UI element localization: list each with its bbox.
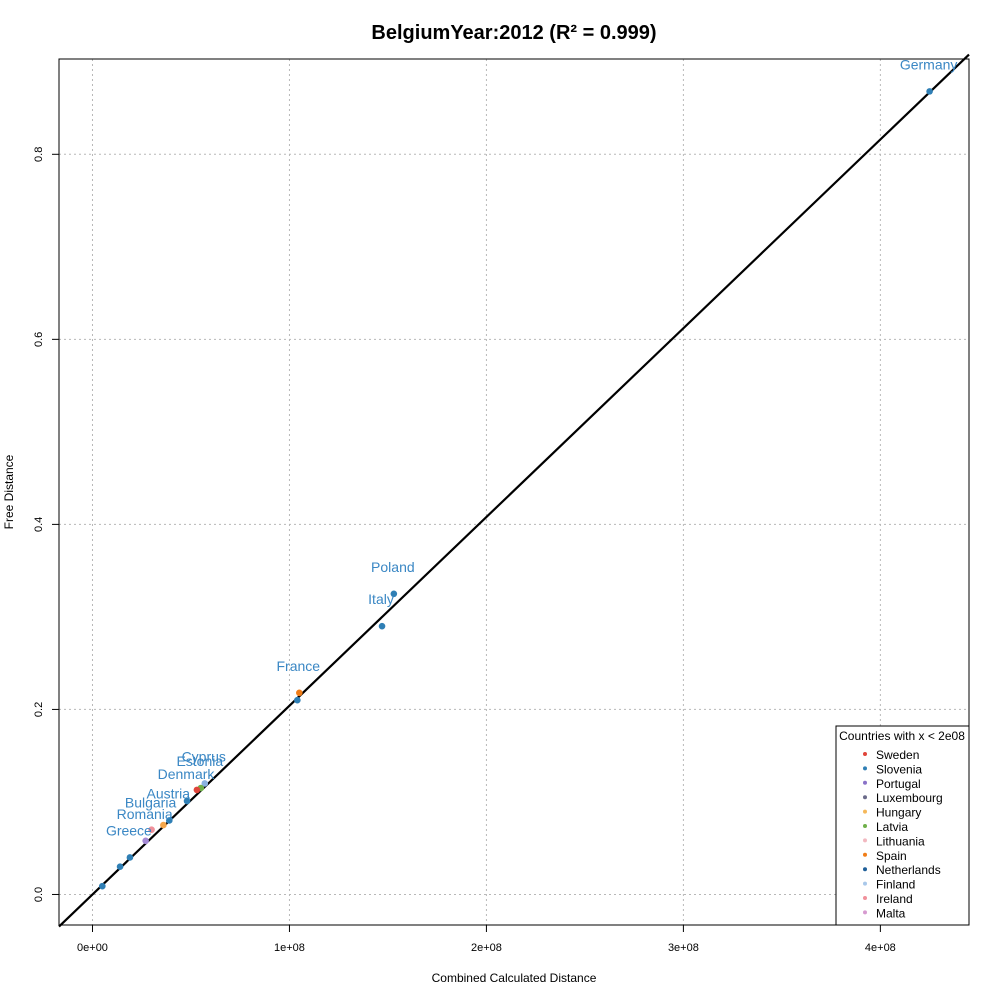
legend-marker <box>863 852 867 857</box>
point-label: Greece <box>106 822 152 838</box>
point-label: Austria <box>147 785 191 801</box>
point-label: Italy <box>368 591 394 607</box>
plot-frame <box>58 58 970 926</box>
data-point <box>926 88 933 95</box>
fit-line-layer <box>58 53 970 928</box>
chart-title: BelgiumYear:2012 (R² = 0.999) <box>371 22 656 44</box>
data-point <box>193 786 201 794</box>
data-point <box>201 780 209 787</box>
data-point <box>99 882 106 890</box>
legend-item: Sweden <box>876 748 919 762</box>
legend-item: Latvia <box>876 820 908 834</box>
point-label: Estonia <box>176 753 223 769</box>
legend-item: Netherlands <box>876 863 941 877</box>
x-tick-label: 0e+00 <box>77 942 108 954</box>
legend: Countries with x < 2e08 SwedenSloveniaPo… <box>835 725 970 926</box>
legend-marker <box>863 881 867 886</box>
legend-marker <box>863 838 867 843</box>
y-axis-label: Free Distance <box>2 454 16 529</box>
y-tick-label: 0.6 <box>33 332 45 347</box>
y-tick-label: 0.4 <box>33 517 45 532</box>
x-tick-label: 4e+08 <box>865 942 896 954</box>
legend-marker <box>863 896 867 900</box>
legend-item: Lithuania <box>876 834 925 848</box>
x-tick-label: 3e+08 <box>668 942 699 954</box>
legend-marker <box>863 824 867 828</box>
data-point <box>142 837 149 845</box>
legend-item: Spain <box>876 849 907 863</box>
y-tick-label: 0.0 <box>33 887 45 902</box>
data-point <box>294 696 301 704</box>
point-label: Romania <box>117 806 173 822</box>
fit-line <box>58 53 970 928</box>
legend-item: Slovenia <box>876 762 922 776</box>
ticks-layer: 0e+00 1e+08 2e+08 3e+08 4e+08 0.0 0.2 0.4 0.6 0.8 <box>33 147 896 954</box>
legend-item: Malta <box>876 906 906 920</box>
data-point <box>390 590 398 598</box>
point-label: Germany <box>900 56 958 72</box>
legend-marker <box>863 752 867 756</box>
data-point <box>378 622 386 630</box>
point-label: France <box>277 658 321 674</box>
legend-marker <box>863 780 867 785</box>
x-tick-label: 2e+08 <box>471 942 502 954</box>
data-point <box>126 854 134 861</box>
data-point <box>148 826 155 834</box>
point-label: Bulgaria <box>125 795 177 811</box>
legend-item: Ireland <box>876 892 913 906</box>
data-point <box>183 797 191 805</box>
data-point <box>166 817 173 824</box>
legend-marker <box>863 910 867 915</box>
x-axis-label: Combined Calculated Distance <box>432 971 597 985</box>
point-label: Cyprus <box>182 748 226 764</box>
x-tick-label: 1e+08 <box>274 942 305 954</box>
points-layer <box>99 88 933 890</box>
legend-item: Finland <box>876 878 915 892</box>
legend-item: Hungary <box>876 806 921 820</box>
point-label: Poland <box>371 559 415 575</box>
y-tick-label: 0.8 <box>33 147 45 162</box>
y-tick-label: 0.2 <box>33 702 45 717</box>
legend-box <box>835 725 970 926</box>
grid-layer <box>59 59 969 925</box>
legend-marker <box>863 766 867 771</box>
legend-marker <box>863 867 867 872</box>
data-point <box>116 863 124 871</box>
point-labels-layer: Germany Poland Italy France CyprusEstoniaDen… <box>106 56 957 838</box>
legend-items: SwedenSloveniaPortugalLuxembourgHungaryL… <box>863 748 943 920</box>
data-point <box>160 821 167 829</box>
legend-marker <box>863 809 867 814</box>
point-label: Denmark <box>158 766 216 782</box>
legend-title: Countries with x < 2e08 <box>839 729 965 743</box>
legend-marker <box>863 795 867 800</box>
legend-item: Portugal <box>876 777 921 791</box>
data-point <box>296 689 303 697</box>
legend-item: Luxembourg <box>876 791 943 805</box>
